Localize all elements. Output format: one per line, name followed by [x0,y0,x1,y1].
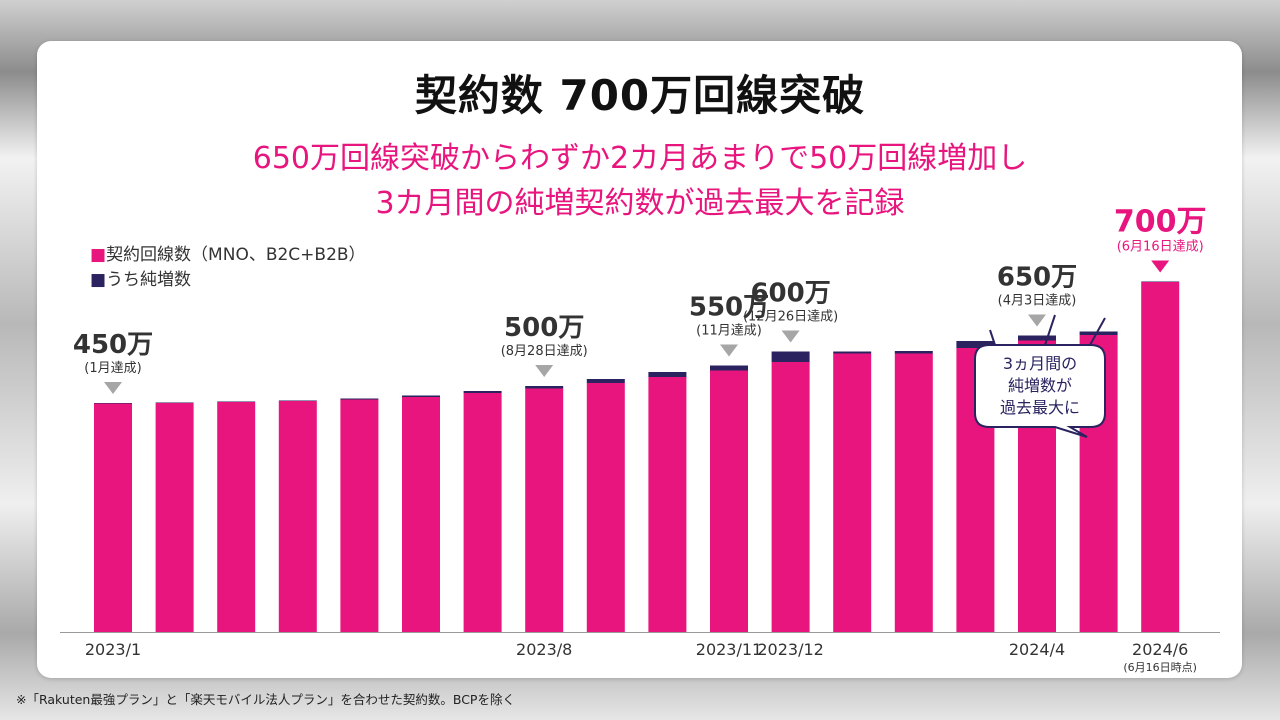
milestone-value: 550万 [689,293,769,323]
x-tick-label: 2024/6 [1132,640,1188,659]
x-tick-label: 2024/4 [1009,640,1065,659]
bar-contracts [463,393,502,632]
milestone-date: (8月28日達成) [501,344,588,359]
milestone-date: (12月26日達成) [743,310,838,325]
bar-net-increase [94,403,132,404]
milestone-value: 500万 [504,313,584,343]
bar-net-increase [525,386,564,389]
bar-contracts [894,353,933,632]
callout-pointer [989,329,996,346]
bar-net-increase [956,341,995,348]
bar-contracts [648,377,687,632]
subtitle-line-1: 650万回線突破からわずか2カ月あまりで50万回線増加し [252,141,1028,176]
x-tick-sublabel: (6月16日時点) [1123,661,1197,674]
bar-net-increase [340,398,379,400]
bar-contracts [525,388,564,632]
callout-pointer [1044,314,1056,346]
bar-contracts [710,370,748,632]
milestone-marker [535,365,554,377]
bar-contracts [771,362,810,632]
bar-contracts [94,403,132,632]
legend-text: 契約回線数（MNO、B2C+B2B） [106,245,366,265]
bar-net-increase [278,400,317,401]
milestone-value: 650万 [997,263,1077,293]
footnote: ※「Rakuten最強プラン」と「楽天モバイル法人プラン」を合わせた契約数。BC… [16,692,515,707]
x-tick-label: 2023/12 [757,640,823,659]
bar-net-increase [648,372,687,377]
bar-net-increase [1018,335,1056,341]
callout-text: 3ヵ月間の [1003,354,1077,373]
callout-pointer [1089,317,1106,346]
milestone-marker [720,344,738,357]
milestone-date: (6月16日達成) [1117,240,1204,255]
legend-swatch: ■ [90,245,107,265]
milestone-marker [1028,314,1046,327]
bar-net-increase [463,391,502,393]
milestone-date: (11月達成) [696,324,762,339]
bar-net-increase [1141,281,1180,282]
milestone-value: 600万 [750,279,830,309]
bar-net-increase [402,395,440,397]
bar-contracts [155,403,194,632]
x-tick-label: 2023/8 [516,640,572,659]
bar-net-increase [586,379,625,383]
bar-contracts [278,401,317,632]
callout-text: 純増数が [1008,376,1072,395]
legend-swatch: ■ [90,270,107,290]
callout-text: 過去最大に [1000,398,1080,417]
milestone-date: (4月3日達成) [998,294,1077,309]
bar-contracts [340,399,379,632]
milestone-value: 700万 [1114,205,1207,240]
milestone-marker [1151,260,1170,273]
x-tick-label: 2023/1 [85,640,141,659]
bar-contracts [217,402,256,632]
legend-label-contracts: ■契約回線数（MNO、B2C+B2B） [90,240,366,265]
legend-item-contracts: ■契約回線数（MNO、B2C+B2B） [90,240,366,265]
bar-contracts [833,353,872,632]
bar-net-increase [155,402,194,403]
chart-legend: ■契約回線数（MNO、B2C+B2B） ■うち純増数 [90,240,366,290]
x-tick-label: 2023/11 [696,640,762,659]
bar-net-increase [833,351,872,354]
bar-net-increase [1079,331,1118,335]
bar-net-increase [710,365,748,371]
milestone-marker [781,330,800,343]
bar-net-increase [771,351,810,362]
legend-item-net-increase: ■うち純増数 [90,265,366,290]
bar-contracts [402,397,440,632]
legend-text: うち純増数 [106,270,192,290]
milestone-value: 450万 [73,330,153,360]
legend-label-net-increase: ■うち純増数 [90,265,191,290]
milestone-marker [104,382,122,394]
milestone-date: (1月達成) [84,361,141,376]
subtitle-line-2: 3カ月間の純増契約数が過去最大を記録 [375,186,905,221]
bar-net-increase [217,401,256,402]
callout-bubble [974,344,1106,438]
bar-contracts [586,383,625,632]
bar-contracts [1141,282,1180,632]
page-title: 契約数 700万回線突破 [414,71,866,120]
bar-net-increase [894,351,933,354]
